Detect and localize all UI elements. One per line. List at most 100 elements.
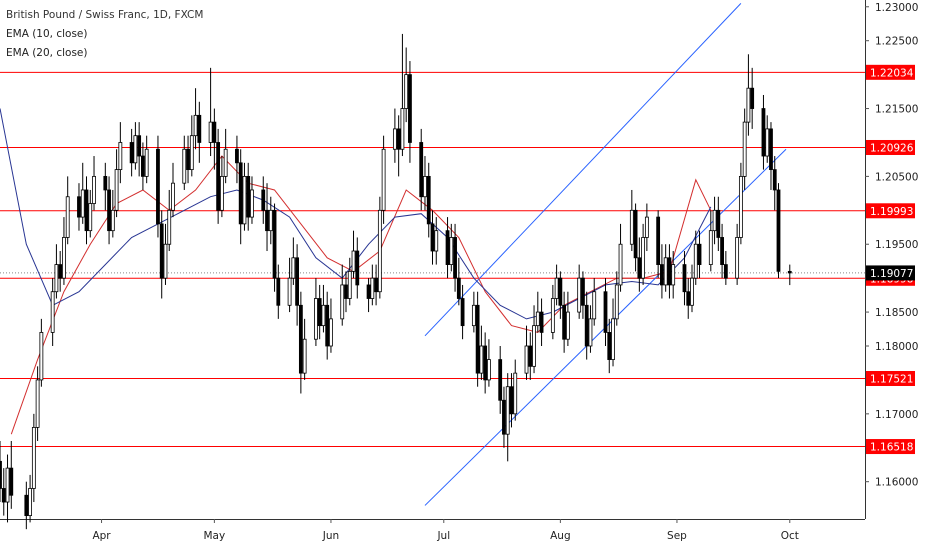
candle-down (235, 148, 239, 164)
y-tick-label: 1.21500 (875, 104, 918, 116)
candle-up (268, 209, 273, 232)
candle-up (250, 189, 254, 218)
candle-up (189, 135, 194, 171)
candle-down (483, 345, 488, 381)
candle-down (103, 175, 108, 191)
candle-down (682, 264, 687, 293)
candle-up (487, 359, 491, 381)
candle-up (663, 257, 668, 286)
candle-up (314, 298, 318, 340)
level-price-tag (866, 439, 915, 455)
candle-up (693, 243, 698, 279)
candle-up (565, 311, 570, 340)
candle-up (618, 243, 623, 286)
level-price-label: 1.16518 (870, 442, 913, 454)
candle-down (445, 230, 450, 265)
candle-down (141, 155, 145, 177)
candle-down (776, 189, 781, 272)
candle-down (317, 298, 322, 327)
candle-down (475, 304, 480, 374)
x-tick-label: Jul (436, 530, 450, 542)
candle-up (404, 74, 409, 109)
candle-down (502, 399, 506, 435)
candle-up (329, 318, 333, 347)
candle-down (509, 386, 514, 415)
chart-legend: British Pound / Swiss Franc, 1D, FXCM EM… (6, 6, 203, 63)
y-tick-label: 1.18500 (875, 307, 918, 319)
candle-down (603, 291, 608, 333)
candle-down (265, 209, 269, 232)
candle-down (0, 460, 2, 489)
candle-up (54, 264, 59, 293)
candle-down (84, 189, 89, 232)
candle-down (77, 196, 81, 218)
candle-up (377, 209, 382, 293)
y-tick-label: 1.18000 (875, 341, 918, 353)
candle-down (562, 304, 567, 340)
level-price-label: 1.22034 (870, 67, 914, 79)
candle-up (291, 257, 296, 279)
last-price-tag (866, 265, 915, 281)
candle-down (787, 270, 792, 274)
candle-up (611, 318, 615, 360)
candle-up (182, 148, 187, 184)
candle-down (212, 121, 217, 143)
candle-down (137, 135, 142, 157)
candle-down (697, 243, 702, 265)
candle-up (738, 175, 743, 238)
candle-down (396, 128, 401, 150)
candle-down (58, 264, 63, 279)
candle-up (144, 148, 149, 177)
candle-up (423, 175, 427, 198)
candle-down (453, 237, 457, 279)
candle-up (479, 345, 484, 374)
candle-down (216, 142, 221, 211)
candle-up (110, 209, 115, 232)
candle-up (114, 169, 119, 211)
candle-down (498, 359, 503, 401)
candle-up (535, 311, 540, 327)
candle-up (65, 196, 70, 238)
candle-up (28, 488, 32, 517)
candle-down (769, 128, 773, 171)
x-tick-label: Aug (550, 530, 571, 542)
candle-down (261, 189, 266, 211)
level-price-tag (866, 64, 915, 80)
candle-down (772, 169, 777, 191)
x-tick-label: May (204, 530, 226, 542)
level-price-tag (866, 370, 915, 386)
candle-up (193, 114, 198, 137)
candle-down (581, 277, 585, 306)
candle-down (528, 345, 533, 367)
candle-down (374, 277, 378, 293)
candle-up (712, 209, 717, 232)
candle-up (171, 182, 175, 211)
level-price-label: 1.17521 (870, 373, 913, 385)
candle-down (298, 304, 303, 374)
candle-down (408, 74, 412, 143)
candle-up (223, 148, 228, 177)
candle-down (325, 304, 330, 347)
candle-up (532, 325, 536, 367)
candle-down (558, 277, 563, 306)
candle-down (607, 332, 612, 360)
candle-down (426, 175, 431, 225)
candle-up (592, 291, 597, 320)
y-tick-label: 1.23000 (875, 2, 918, 14)
candle-down (246, 175, 251, 218)
level-price-label: 1.20926 (870, 142, 914, 154)
level-price-tag (866, 139, 915, 155)
candle-down (159, 223, 164, 279)
candle-up (5, 467, 10, 503)
candle-down (197, 114, 202, 143)
candle-down (107, 189, 111, 232)
candle-up (31, 427, 36, 489)
candle-up (88, 203, 93, 232)
candle-up (92, 175, 96, 204)
candle-up (400, 108, 405, 150)
level-price-label: 1.19993 (870, 206, 913, 218)
candle-down (156, 148, 160, 225)
candle-down (656, 216, 661, 265)
